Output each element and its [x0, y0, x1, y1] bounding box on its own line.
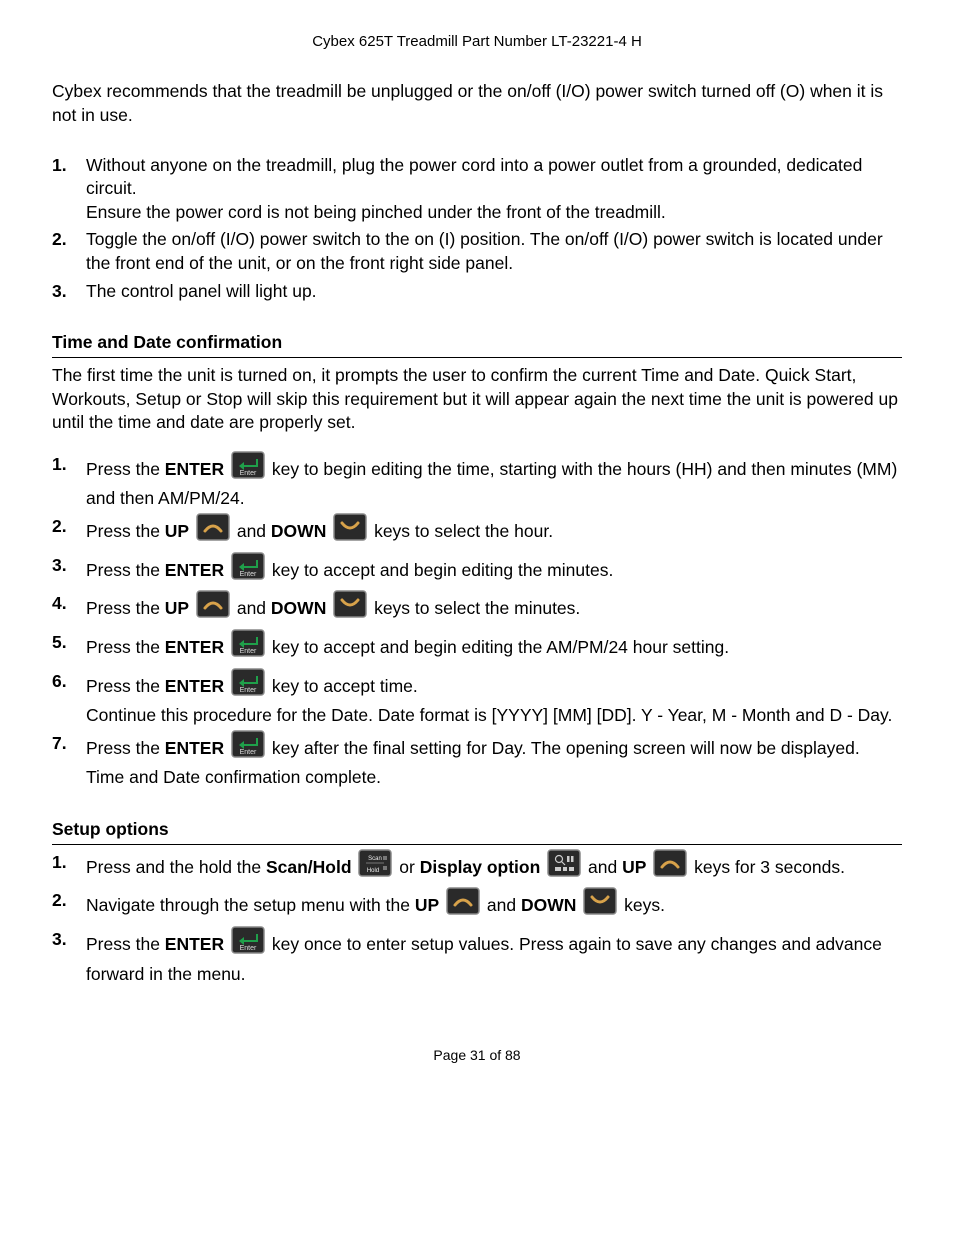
display-icon [547, 849, 581, 884]
step-number: 3. [52, 280, 86, 304]
key-label: ENTER [165, 934, 224, 954]
up-icon [653, 849, 687, 884]
list-item: 1.Press the ENTER Enter key to begin edi… [52, 453, 902, 511]
list-item: 2.Toggle the on/off (I/O) power switch t… [52, 228, 902, 275]
key-label: ENTER [165, 738, 224, 758]
list-item: 5.Press the ENTER Enter key to accept an… [52, 631, 902, 666]
svg-text:Hold: Hold [367, 868, 379, 874]
key-label: Scan/Hold [266, 857, 352, 877]
step-number: 3. [52, 928, 86, 952]
key-label: DOWN [271, 521, 326, 541]
page-footer: Page 31 of 88 [52, 1046, 902, 1065]
section-title-setup: Setup options [52, 818, 902, 842]
list-item: 6.Press the ENTER Enter key to accept ti… [52, 670, 902, 728]
enter-icon: Enter [231, 668, 265, 703]
step-body: Press the UP and DOWN keys to select the… [86, 515, 902, 550]
enter-icon: Enter [231, 926, 265, 961]
step-number: 1. [52, 851, 86, 875]
step-number: 2. [52, 515, 86, 539]
key-label: DOWN [521, 895, 576, 915]
enter-icon: Enter [231, 552, 265, 587]
svg-text:Enter: Enter [240, 945, 257, 952]
list-item: 2.Press the UP and DOWN keys to select t… [52, 515, 902, 550]
list-item: 1.Without anyone on the treadmill, plug … [52, 154, 902, 225]
key-label: ENTER [165, 637, 224, 657]
step-body: Press the ENTER Enter key to begin editi… [86, 453, 902, 511]
section-title-time: Time and Date confirmation [52, 331, 902, 355]
step-body: Toggle the on/off (I/O) power switch to … [86, 228, 902, 275]
list-item: 3.Press the ENTER Enter key to accept an… [52, 554, 902, 589]
key-label: DOWN [271, 598, 326, 618]
document-header: Cybex 625T Treadmill Part Number LT-2322… [52, 32, 902, 52]
svg-text:Enter: Enter [240, 648, 257, 655]
step-number: 1. [52, 453, 86, 477]
list-item: 3.The control panel will light up. [52, 280, 902, 304]
step-body: Press the ENTER Enter key once to enter … [86, 928, 902, 986]
key-label: ENTER [165, 675, 224, 695]
svg-text:Enter: Enter [240, 571, 257, 578]
step-number: 3. [52, 554, 86, 578]
svg-text:Scan: Scan [369, 856, 383, 862]
down-icon [333, 590, 367, 625]
key-label: UP [165, 598, 189, 618]
step-number: 7. [52, 732, 86, 756]
step-number: 4. [52, 592, 86, 616]
step-body: Without anyone on the treadmill, plug th… [86, 154, 902, 225]
step-body: Press and the hold the Scan/Hold Scan Ho… [86, 851, 902, 886]
list-item: 4.Press the UP and DOWN keys to select t… [52, 592, 902, 627]
power-on-steps: 1.Without anyone on the treadmill, plug … [52, 154, 902, 304]
section-intro-time: The first time the unit is turned on, it… [52, 364, 902, 435]
step-body: The control panel will light up. [86, 280, 902, 304]
section-rule [52, 844, 902, 845]
list-item: 7.Press the ENTER Enter key after the fi… [52, 732, 902, 790]
step-number: 5. [52, 631, 86, 655]
key-label: ENTER [165, 459, 224, 479]
list-item: 3.Press the ENTER Enter key once to ente… [52, 928, 902, 986]
enter-icon: Enter [231, 629, 265, 664]
step-body: Press the ENTER Enter key to accept and … [86, 631, 902, 666]
up-icon [196, 590, 230, 625]
scanhold-icon: Scan Hold [358, 849, 392, 884]
key-label: UP [165, 521, 189, 541]
down-icon [583, 887, 617, 922]
setup-options-steps: 1.Press and the hold the Scan/Hold Scan … [52, 851, 902, 987]
step-number: 2. [52, 889, 86, 913]
key-label: UP [622, 857, 646, 877]
svg-text:Enter: Enter [240, 687, 257, 694]
key-label: Display option [420, 857, 541, 877]
enter-icon: Enter [231, 451, 265, 486]
step-number: 1. [52, 154, 86, 178]
down-icon [333, 513, 367, 548]
step-body: Press the ENTER Enter key after the fina… [86, 732, 902, 790]
step-body: Press the ENTER Enter key to accept time… [86, 670, 902, 728]
intro-paragraph: Cybex recommends that the treadmill be u… [52, 80, 902, 127]
key-label: UP [415, 895, 439, 915]
up-icon [196, 513, 230, 548]
enter-icon: Enter [231, 730, 265, 765]
step-body: Navigate through the setup menu with the… [86, 889, 902, 924]
svg-text:Enter: Enter [240, 470, 257, 477]
svg-text:Enter: Enter [240, 749, 257, 756]
list-item: 2.Navigate through the setup menu with t… [52, 889, 902, 924]
time-date-steps: 1.Press the ENTER Enter key to begin edi… [52, 453, 902, 790]
list-item: 1.Press and the hold the Scan/Hold Scan … [52, 851, 902, 886]
up-icon [446, 887, 480, 922]
key-label: ENTER [165, 560, 224, 580]
step-number: 2. [52, 228, 86, 252]
section-rule [52, 357, 902, 358]
step-body: Press the ENTER Enter key to accept and … [86, 554, 902, 589]
step-body: Press the UP and DOWN keys to select the… [86, 592, 902, 627]
step-number: 6. [52, 670, 86, 694]
